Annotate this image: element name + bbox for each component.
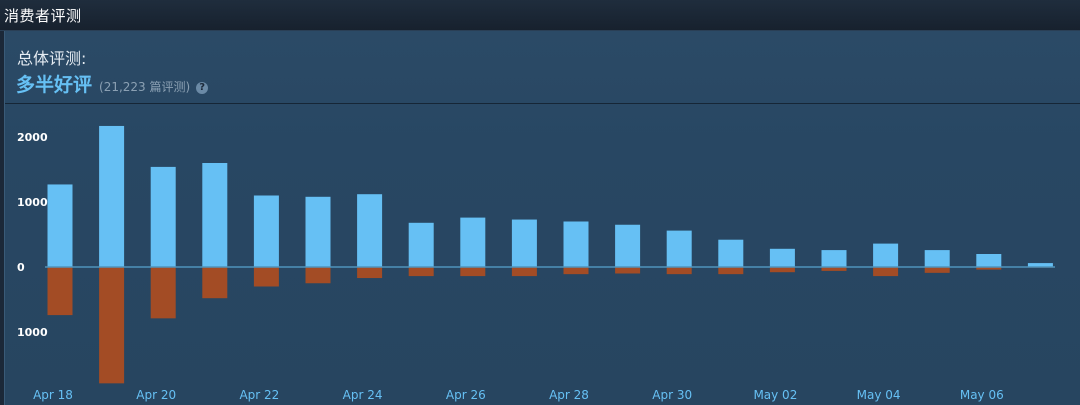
review-histogram-chart: 2000 1000 0 1000 Apr 18 Apr 20 Apr 22 Apr 24 Apr…	[17, 125, 1055, 402]
negative-bar[interactable]	[666, 267, 692, 275]
negative-bar[interactable]	[873, 267, 899, 277]
positive-bar[interactable]	[408, 222, 434, 267]
negative-bar[interactable]	[718, 267, 744, 275]
x-tick-label: May 02	[753, 388, 797, 402]
negative-bar[interactable]	[563, 267, 589, 275]
divider	[5, 103, 1080, 104]
negative-bar[interactable]	[305, 267, 331, 284]
section-header: 消费者评测	[0, 0, 1080, 31]
positive-bar[interactable]	[47, 184, 73, 267]
x-tick-label: Apr 28	[549, 388, 589, 402]
negative-bar[interactable]	[821, 267, 847, 271]
x-tick-label: Apr 26	[446, 388, 486, 402]
positive-bar[interactable]	[924, 250, 950, 267]
negative-bar[interactable]	[357, 267, 383, 279]
overall-reviews-summary: 多半好评 (21,223 篇评测) ?	[16, 70, 209, 96]
positive-bar[interactable]	[202, 163, 228, 267]
section-title: 消费者评测	[4, 7, 82, 25]
negative-bar[interactable]	[460, 267, 486, 277]
negative-bar[interactable]	[150, 267, 176, 319]
x-tick-label: Apr 22	[239, 388, 279, 402]
positive-bar[interactable]	[357, 194, 383, 267]
negative-bar[interactable]	[924, 267, 950, 273]
x-tick-label: May 04	[857, 388, 901, 402]
positive-bar[interactable]	[615, 224, 641, 267]
negative-bar[interactable]	[769, 267, 795, 273]
positive-bar[interactable]	[305, 196, 331, 267]
review-rating[interactable]: 多半好评	[16, 74, 93, 96]
positive-bar[interactable]	[666, 230, 692, 267]
y-tick-label: 1000	[17, 326, 48, 339]
x-tick-label: Apr 24	[343, 388, 383, 402]
x-tick-label: Apr 20	[136, 388, 176, 402]
positive-bar[interactable]	[769, 248, 795, 267]
positive-bar[interactable]	[1027, 263, 1053, 267]
y-tick-label: 1000	[17, 196, 48, 209]
positive-bar[interactable]	[718, 239, 744, 267]
y-tick-label: 2000	[17, 131, 48, 144]
positive-bar[interactable]	[150, 166, 176, 267]
reviews-panel: 总体评测: 多半好评 (21,223 篇评测) ? 2000 1000 0 1000 A…	[4, 31, 1080, 405]
review-count: (21,223 篇评测)	[99, 80, 191, 94]
negative-bar[interactable]	[976, 267, 1002, 270]
positive-bar[interactable]	[873, 243, 899, 267]
positive-bar[interactable]	[511, 219, 537, 267]
x-tick-label: Apr 30	[652, 388, 692, 402]
negative-bar[interactable]	[99, 267, 125, 384]
positive-bar[interactable]	[821, 250, 847, 267]
positive-bar[interactable]	[253, 195, 279, 268]
negative-bar[interactable]	[615, 267, 641, 274]
positive-bar[interactable]	[976, 254, 1002, 267]
y-tick-label: 0	[17, 261, 25, 274]
x-tick-label: May 06	[960, 388, 1004, 402]
negative-bar[interactable]	[47, 267, 73, 316]
overall-reviews-label: 总体评测:	[17, 49, 87, 68]
positive-bar[interactable]	[563, 221, 589, 268]
positive-bar[interactable]	[99, 125, 125, 267]
positive-bar[interactable]	[460, 217, 486, 267]
help-icon[interactable]: ?	[196, 82, 209, 94]
negative-bar[interactable]	[408, 267, 434, 277]
negative-bar[interactable]	[253, 267, 279, 287]
negative-bar[interactable]	[511, 267, 537, 277]
negative-bar[interactable]	[202, 267, 228, 299]
x-tick-label: Apr 18	[33, 388, 73, 402]
